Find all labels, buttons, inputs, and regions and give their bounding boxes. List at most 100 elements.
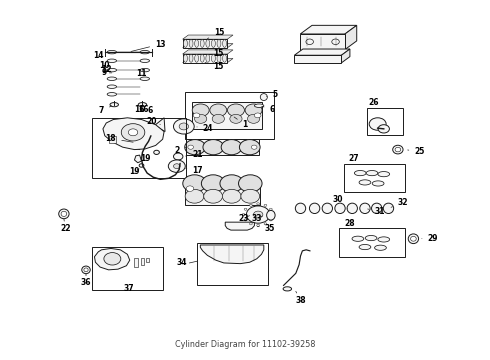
Ellipse shape: [392, 145, 403, 154]
Ellipse shape: [383, 203, 393, 213]
Ellipse shape: [107, 85, 117, 89]
Text: 26: 26: [368, 98, 379, 107]
Text: 6: 6: [262, 105, 275, 114]
Polygon shape: [103, 118, 164, 150]
Ellipse shape: [61, 211, 67, 216]
Ellipse shape: [347, 203, 357, 213]
Circle shape: [221, 140, 242, 155]
Polygon shape: [95, 248, 130, 270]
Circle shape: [254, 113, 261, 118]
Text: 14: 14: [93, 51, 109, 60]
Text: 31: 31: [368, 207, 385, 216]
Circle shape: [241, 189, 260, 203]
Text: 17: 17: [186, 166, 203, 175]
Ellipse shape: [212, 54, 215, 62]
Text: 36: 36: [81, 274, 91, 288]
Circle shape: [378, 125, 390, 133]
Ellipse shape: [372, 181, 384, 186]
Ellipse shape: [107, 59, 117, 63]
Circle shape: [186, 186, 194, 192]
Ellipse shape: [217, 54, 221, 62]
Ellipse shape: [189, 40, 193, 48]
Text: 23: 23: [239, 213, 249, 222]
Text: 29: 29: [422, 234, 438, 243]
Bar: [92, 118, 186, 178]
Ellipse shape: [267, 210, 275, 220]
Text: 18: 18: [106, 134, 133, 143]
Ellipse shape: [408, 234, 418, 244]
Ellipse shape: [184, 40, 187, 48]
Ellipse shape: [354, 171, 366, 176]
Text: 13: 13: [131, 40, 166, 51]
Ellipse shape: [366, 171, 378, 176]
Text: 28: 28: [345, 219, 355, 228]
Circle shape: [244, 219, 247, 221]
Text: 22: 22: [60, 219, 71, 233]
Ellipse shape: [107, 50, 117, 54]
Ellipse shape: [82, 266, 90, 274]
Circle shape: [264, 223, 267, 225]
Circle shape: [246, 206, 270, 223]
Ellipse shape: [206, 40, 210, 48]
Ellipse shape: [140, 68, 149, 72]
Circle shape: [249, 204, 252, 206]
Ellipse shape: [107, 77, 117, 81]
Ellipse shape: [378, 171, 390, 177]
Ellipse shape: [200, 40, 204, 48]
Ellipse shape: [359, 180, 371, 185]
Circle shape: [169, 160, 185, 172]
Polygon shape: [294, 55, 342, 63]
Circle shape: [192, 104, 209, 116]
Bar: [339, 228, 405, 257]
Circle shape: [173, 119, 194, 134]
Text: 2: 2: [174, 146, 186, 155]
Ellipse shape: [359, 244, 371, 249]
Circle shape: [239, 175, 262, 192]
Ellipse shape: [283, 287, 292, 291]
Text: 33: 33: [251, 213, 262, 222]
Ellipse shape: [138, 103, 147, 107]
Text: 20: 20: [147, 117, 160, 126]
Text: 6: 6: [143, 105, 152, 115]
Circle shape: [220, 175, 244, 192]
Text: 38: 38: [295, 291, 306, 305]
Polygon shape: [300, 34, 345, 50]
Ellipse shape: [335, 203, 345, 213]
Bar: [368, 108, 403, 135]
Text: 1: 1: [234, 117, 247, 129]
Circle shape: [249, 223, 252, 225]
Circle shape: [271, 213, 274, 216]
Ellipse shape: [195, 54, 198, 62]
Circle shape: [128, 129, 138, 136]
Text: 34: 34: [176, 258, 187, 267]
Bar: [192, 102, 263, 129]
Bar: [344, 165, 405, 192]
Text: 30: 30: [333, 194, 347, 208]
Ellipse shape: [184, 54, 187, 62]
Bar: [141, 258, 144, 265]
Circle shape: [201, 175, 225, 192]
Circle shape: [195, 114, 207, 123]
Polygon shape: [133, 139, 141, 150]
Circle shape: [270, 219, 272, 221]
Circle shape: [244, 208, 247, 210]
Ellipse shape: [107, 93, 117, 96]
Ellipse shape: [140, 59, 149, 63]
Text: 7: 7: [99, 106, 112, 115]
Ellipse shape: [195, 40, 198, 48]
Bar: [146, 258, 149, 262]
Circle shape: [212, 114, 224, 123]
Text: 25: 25: [408, 147, 425, 156]
Text: 15: 15: [208, 49, 223, 58]
Circle shape: [204, 189, 222, 203]
Ellipse shape: [200, 54, 204, 62]
Ellipse shape: [107, 68, 117, 72]
Ellipse shape: [378, 237, 390, 242]
Polygon shape: [155, 118, 165, 132]
Circle shape: [369, 118, 386, 130]
Circle shape: [306, 39, 314, 45]
Text: 12: 12: [101, 65, 112, 74]
Circle shape: [227, 104, 245, 116]
Circle shape: [332, 39, 339, 45]
Ellipse shape: [222, 54, 226, 62]
